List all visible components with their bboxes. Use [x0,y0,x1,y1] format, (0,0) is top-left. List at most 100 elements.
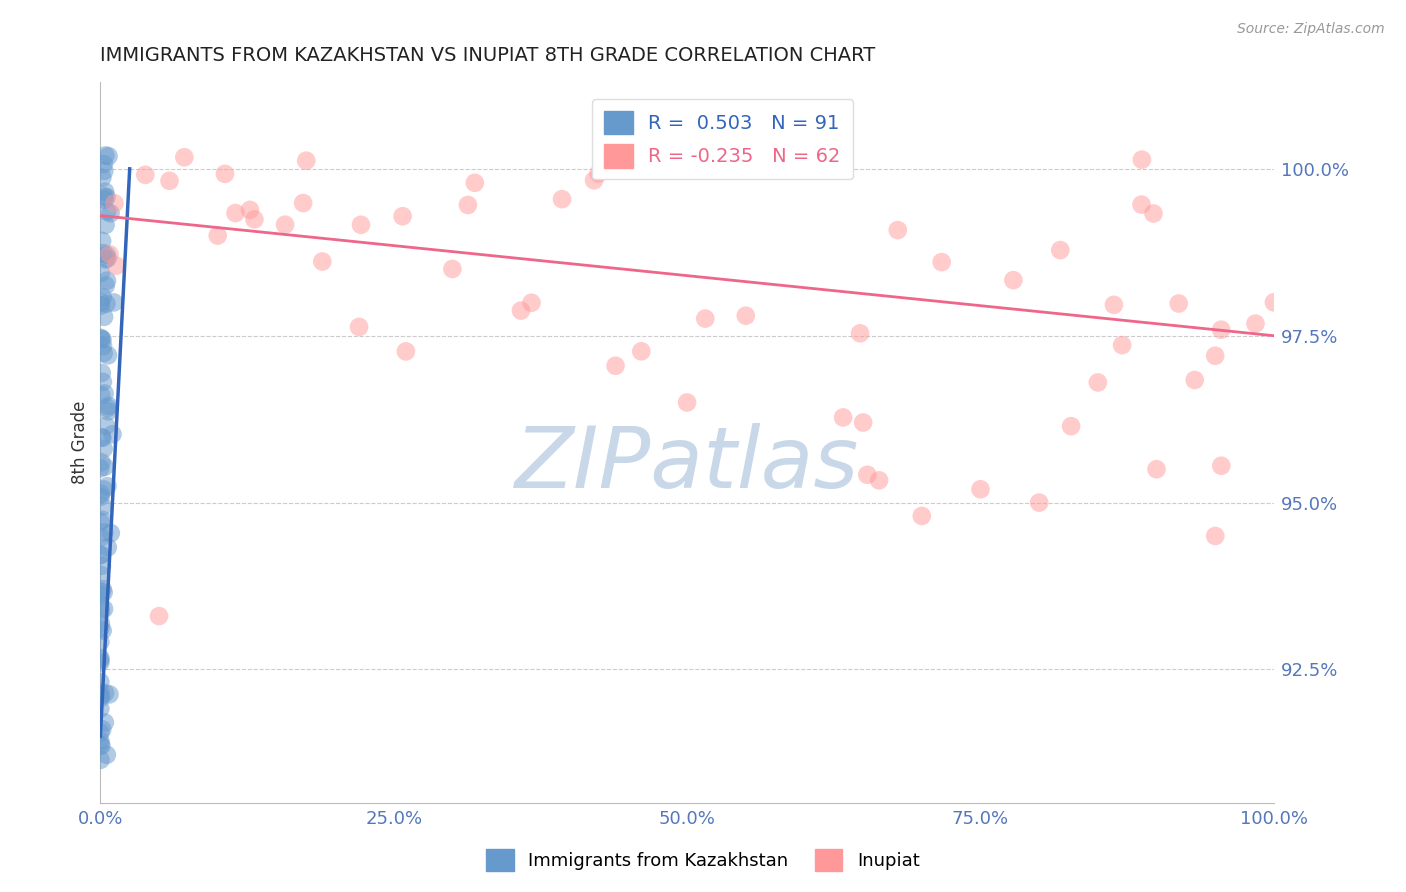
Point [311,254,333,268]
Point [887,223,910,237]
Point [96,190,118,204]
Point [90,739,112,753]
Point [89,725,111,739]
Text: ZIPatlas: ZIPatlas [515,423,859,506]
Point [89,588,111,602]
Point [90,299,112,313]
Point [1130,197,1153,211]
Point [91,513,114,527]
Point [91,290,114,304]
Point [94,715,117,730]
Point [457,198,479,212]
Point [89,675,111,690]
Point [1060,419,1083,434]
Point [103,295,125,310]
Legend: Immigrants from Kazakhstan, Inupiat: Immigrants from Kazakhstan, Inupiat [479,842,927,879]
Point [1111,338,1133,352]
Point [89,734,111,748]
Point [148,609,170,624]
Point [90,584,112,599]
Point [969,482,991,496]
Point [852,416,875,430]
Point [96,204,118,219]
Point [89,295,111,310]
Point [97,348,120,362]
Point [94,148,117,162]
Point [89,461,111,475]
Point [91,333,114,347]
Point [90,366,112,380]
Point [1142,206,1164,220]
Point [243,212,266,227]
Point [695,311,717,326]
Point [825,162,848,177]
Point [90,487,112,501]
Point [96,248,118,262]
Point [91,234,114,248]
Point [676,395,699,409]
Point [292,196,315,211]
Point [90,530,112,544]
Point [91,723,114,737]
Point [100,526,122,541]
Point [395,344,418,359]
Point [93,157,115,171]
Point [96,747,118,762]
Point [91,582,114,596]
Point [89,651,111,665]
Point [91,170,114,185]
Point [97,404,120,418]
Point [91,624,114,638]
Point [96,274,118,288]
Point [97,252,120,266]
Point [224,206,246,220]
Point [94,252,117,267]
Point [89,567,111,582]
Point [1211,323,1233,337]
Point [94,218,117,232]
Point [93,193,115,207]
Point [91,246,114,260]
Point [274,218,297,232]
Point [101,427,124,442]
Point [734,309,756,323]
Point [441,262,464,277]
Point [96,479,118,493]
Point [93,525,115,540]
Point [391,209,413,223]
Point [90,548,112,562]
Point [90,490,112,504]
Point [89,599,111,613]
Point [93,164,115,178]
Point [103,196,125,211]
Point [93,459,115,474]
Point [1102,298,1125,312]
Point [1087,376,1109,390]
Point [93,442,115,456]
Point [93,346,115,360]
Point [89,515,111,529]
Point [97,541,120,555]
Point [90,604,112,618]
Legend: R =  0.503   N = 91, R = -0.235   N = 62: R = 0.503 N = 91, R = -0.235 N = 62 [592,99,852,179]
Point [931,255,953,269]
Point [93,602,115,616]
Point [94,418,117,433]
Point [464,176,486,190]
Point [97,399,120,413]
Point [510,303,533,318]
Point [295,153,318,168]
Point [849,326,872,341]
Point [90,388,112,402]
Point [1204,349,1226,363]
Point [90,331,112,345]
Point [159,174,181,188]
Y-axis label: 8th Grade: 8th Grade [72,401,89,484]
Point [91,375,114,389]
Point [520,295,543,310]
Point [91,500,114,514]
Point [605,359,627,373]
Point [1263,295,1285,310]
Point [91,339,114,353]
Point [207,228,229,243]
